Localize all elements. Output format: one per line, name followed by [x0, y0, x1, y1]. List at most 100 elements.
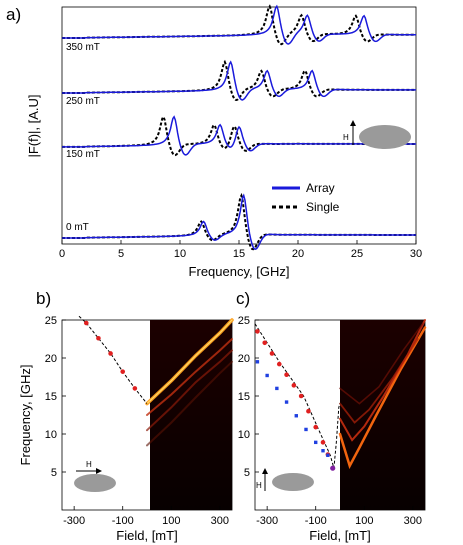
heatmap-mode-4	[146, 360, 233, 447]
panel-c-ticks: -300 -100 100 300 5 10 15 20 25	[238, 315, 422, 527]
y-tick-label: 15	[238, 391, 250, 403]
panel-a-x-ticks: 0 5 10 15 20 25 30	[59, 240, 422, 260]
data-point-red	[276, 361, 282, 367]
panel-a-trace-labels: 350 mT 250 mT 150 mT 0 mT	[66, 42, 100, 233]
field-label: H	[256, 481, 262, 490]
panel-b-inset: H	[74, 460, 116, 492]
panel-b-heatmap-lines	[145, 318, 234, 447]
data-point-blue	[304, 427, 308, 432]
trace-array-2	[62, 115, 416, 156]
x-tick-label: -100	[305, 515, 327, 527]
data-point-purple	[330, 465, 336, 471]
panel-a-x-axis-label: Frequency, [GHz]	[189, 264, 290, 279]
y-tick-label: 10	[238, 429, 250, 441]
x-tick-label: -100	[112, 515, 134, 527]
panel-a-legend: Array Single	[272, 181, 340, 214]
data-point-blue	[294, 414, 298, 418]
x-tick-label: 25	[351, 248, 363, 260]
data-point-red	[306, 408, 311, 414]
data-point	[96, 335, 101, 341]
data-point	[120, 369, 126, 374]
arrow-head-icon	[262, 468, 268, 474]
data-point-blue	[321, 449, 325, 453]
field-label: H	[343, 133, 349, 142]
panel-b-label: b)	[36, 289, 51, 308]
data-point-red	[320, 440, 326, 445]
data-point-red	[291, 383, 297, 388]
y-tick-label: 10	[45, 429, 57, 441]
x-tick-label: 300	[211, 515, 229, 527]
panel-a-traces	[62, 4, 416, 251]
x-tick-label: 0	[59, 248, 65, 260]
ellipse-disk-icon	[74, 474, 116, 492]
ellipse-disk-icon	[359, 125, 411, 149]
panel-b-x-axis-label: Field, [mT]	[116, 528, 177, 543]
heatmap-mode-3	[146, 349, 233, 432]
panel-a-inset: H	[343, 120, 411, 149]
data-point-blue	[275, 386, 279, 391]
heatmap-mode-2	[339, 338, 419, 424]
x-tick-label: 10	[174, 248, 186, 260]
arrow-head-icon	[350, 120, 356, 126]
data-point	[132, 386, 138, 391]
panel-a-label: a)	[6, 5, 21, 24]
field-label: H	[86, 460, 92, 469]
trace-single-3	[62, 192, 416, 251]
panel-b-data	[78, 315, 148, 404]
data-point-red	[255, 329, 260, 334]
y-tick-label: 20	[45, 353, 57, 365]
data-point-blue	[326, 453, 330, 457]
y-tick-label: 5	[51, 467, 57, 479]
y-tick-label: 25	[45, 315, 57, 327]
trace-label-250: 250 mT	[66, 96, 100, 107]
data-point-red	[313, 424, 319, 430]
fit-curve	[254, 323, 341, 469]
data-point-blue	[314, 440, 318, 445]
x-tick-label: 300	[404, 515, 422, 527]
data-point	[108, 351, 113, 356]
x-tick-label: 30	[410, 248, 422, 260]
panel-c-data	[254, 323, 341, 471]
heatmap-mode-1	[146, 319, 233, 405]
y-tick-label: 20	[238, 353, 250, 365]
ellipse-disk-icon	[272, 473, 314, 491]
trace-label-0: 0 mT	[66, 222, 89, 233]
data-point-red	[269, 351, 275, 356]
x-tick-label: -300	[256, 515, 278, 527]
heatmap-mode-3	[339, 323, 424, 405]
legend-label-array: Array	[306, 181, 335, 195]
trace-label-350: 350 mT	[66, 42, 100, 53]
data-point-red	[262, 340, 268, 346]
panel-b-ticks: -300 -100 100 300 5 10 15 20 25	[45, 315, 229, 527]
x-tick-label: -300	[63, 515, 85, 527]
panel-c-label: c)	[236, 289, 250, 308]
y-tick-label: 25	[238, 315, 250, 327]
panel-c-heatmap-lines	[338, 319, 427, 470]
x-tick-label: 5	[118, 248, 124, 260]
legend-label-single: Single	[306, 200, 340, 214]
data-point-red	[284, 372, 289, 378]
panel-b-y-axis-label: Frequency, [GHz]	[18, 365, 33, 466]
y-tick-label: 15	[45, 391, 57, 403]
panel-a-y-axis-label: |F(f)|, [A.U]	[26, 94, 41, 157]
data-point-blue	[255, 360, 260, 364]
heatmap-mode-2	[146, 338, 233, 416]
x-tick-label: 20	[292, 248, 304, 260]
trace-label-150: 150 mT	[66, 149, 100, 160]
trace-array-1	[62, 60, 416, 101]
data-point-blue	[265, 373, 269, 378]
data-point-red	[298, 393, 304, 399]
data-point	[83, 320, 89, 326]
y-tick-label: 5	[244, 467, 250, 479]
arrow-head-icon	[96, 468, 102, 474]
x-tick-label: 100	[162, 515, 180, 527]
panel-c-inset: H	[256, 468, 314, 491]
x-tick-label: 15	[233, 248, 245, 260]
trace-array-0	[62, 4, 416, 45]
x-tick-label: 100	[355, 515, 373, 527]
panel-c-x-axis-label: Field, [mT]	[309, 528, 370, 543]
trace-single-0	[62, 4, 416, 46]
heatmap-mode-0	[338, 326, 427, 470]
data-point-blue	[284, 400, 289, 404]
